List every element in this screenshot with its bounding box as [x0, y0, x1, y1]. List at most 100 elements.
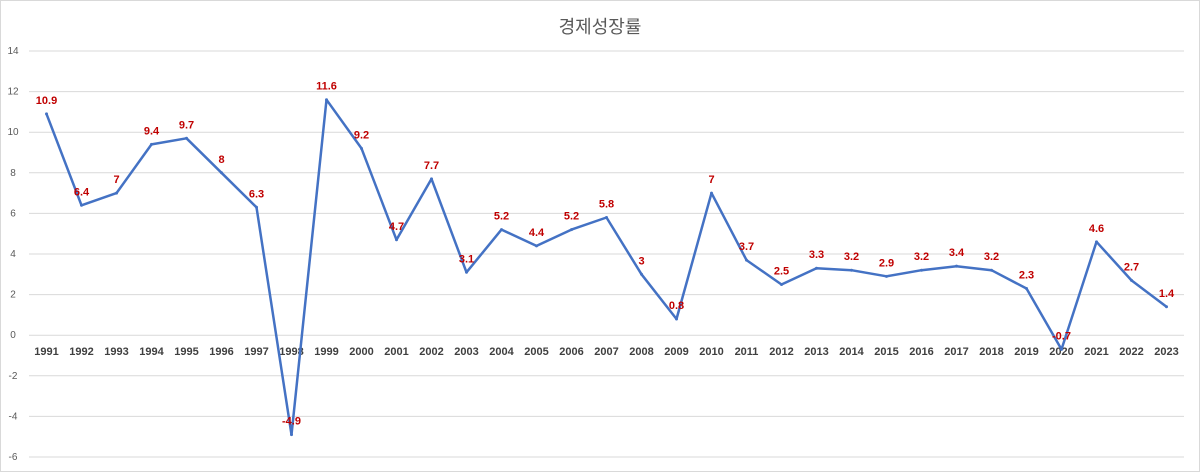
- x-tick-label: 2018: [979, 346, 1003, 358]
- data-point: [570, 228, 573, 232]
- data-label: 2.5: [774, 265, 789, 277]
- data-label: 7: [708, 174, 714, 186]
- x-tick-label: 2021: [1084, 346, 1108, 358]
- x-tick-label: 2010: [699, 346, 723, 358]
- x-tick-label: 2017: [944, 346, 968, 358]
- x-tick-label: 2012: [769, 346, 793, 358]
- data-label: 5.2: [494, 211, 509, 223]
- y-tick-label: 8: [10, 168, 16, 179]
- y-tick-label: -6: [9, 452, 18, 463]
- y-axis-ticks: -6 -4 -2 0 2 4 6 8 10 12 14: [7, 46, 19, 463]
- data-label: 3.2: [844, 251, 859, 263]
- x-tick-label: 2003: [454, 346, 478, 358]
- x-tick-label: 1997: [244, 346, 268, 358]
- x-tick-label: 1999: [314, 346, 338, 358]
- x-tick-label: 2005: [524, 346, 548, 358]
- data-point: [500, 228, 503, 232]
- data-label: 7: [113, 174, 119, 186]
- x-axis-ticks: 1991 1992 1993 1994 1995 1996 1997 1998 1999 2000…: [34, 346, 1178, 358]
- x-tick-label: 1992: [69, 346, 93, 358]
- data-label: 4.7: [389, 221, 404, 233]
- data-point: [1025, 287, 1028, 291]
- data-point: [430, 177, 433, 181]
- x-tick-label: 2001: [384, 346, 408, 358]
- data-label: 4.6: [1089, 223, 1104, 235]
- y-tick-label: -4: [9, 411, 18, 422]
- y-tick-label: 14: [7, 46, 19, 57]
- x-tick-label: 2008: [629, 346, 653, 358]
- data-label: 4.4: [529, 227, 545, 239]
- data-point: [605, 215, 608, 219]
- y-tick-label: 10: [7, 127, 19, 138]
- x-tick-label: 2020: [1049, 346, 1073, 358]
- data-point: [255, 205, 258, 209]
- data-label: 0.8: [669, 300, 684, 312]
- data-point: [1095, 240, 1098, 244]
- data-point: [395, 238, 398, 242]
- x-tick-label: 2023: [1154, 346, 1178, 358]
- x-tick-label: 2000: [349, 346, 373, 358]
- data-point: [220, 171, 223, 175]
- x-tick-label: 1994: [139, 346, 164, 358]
- data-point: [1060, 347, 1063, 351]
- y-tick-label: 2: [10, 290, 16, 301]
- data-point: [850, 268, 853, 272]
- y-tick-label: 4: [10, 249, 16, 260]
- y-tick-label: 0: [10, 330, 16, 341]
- data-point: [955, 264, 958, 268]
- data-label: 5.8: [599, 198, 614, 210]
- x-tick-label: 2009: [664, 346, 688, 358]
- data-label: 2.7: [1124, 261, 1139, 273]
- data-point: [710, 191, 713, 195]
- data-label: 3.2: [984, 251, 999, 263]
- data-point: [1165, 305, 1168, 309]
- chart-title: 경제성장률: [558, 17, 642, 38]
- data-label: 6.3: [249, 188, 264, 200]
- gridlines: [29, 50, 1184, 458]
- x-tick-label: 1998: [279, 346, 303, 358]
- data-point: [885, 274, 888, 278]
- x-tick-label: 2013: [804, 346, 828, 358]
- y-tick-label: -2: [9, 371, 18, 382]
- data-point: [780, 282, 783, 286]
- x-tick-label: 1993: [104, 346, 128, 358]
- x-tick-label: 2004: [489, 346, 514, 358]
- x-tick-label: 2022: [1119, 346, 1143, 358]
- data-point: [745, 258, 748, 262]
- y-tick-label: 6: [10, 208, 16, 219]
- data-point: [815, 266, 818, 270]
- data-label: 10.9: [36, 95, 57, 107]
- data-point: [640, 272, 643, 276]
- data-label: 3.4: [949, 247, 965, 259]
- data-label: 2.9: [879, 257, 894, 269]
- data-point: [150, 142, 153, 146]
- data-label: 2.3: [1019, 270, 1034, 282]
- data-label: -0.7: [1052, 330, 1071, 342]
- x-tick-label: 2007: [594, 346, 618, 358]
- data-label: 6.4: [74, 186, 90, 198]
- x-tick-label: 2011: [735, 346, 759, 358]
- x-tick-label: 2006: [559, 346, 583, 358]
- data-point: [185, 136, 188, 140]
- data-labels: 10.9 6.4 7 9.4 9.7 8 6.3 -4.9 11.6 9.2 4.7 7.7 3.1 5.…: [36, 81, 1175, 437]
- x-tick-label: 2014: [839, 346, 864, 358]
- data-point: [115, 191, 118, 195]
- x-tick-label: 1995: [174, 346, 198, 358]
- data-label: 3.2: [914, 251, 929, 263]
- data-label: 9.7: [179, 119, 194, 131]
- data-point: [325, 98, 328, 102]
- data-label: 8: [218, 154, 224, 166]
- data-point: [290, 433, 293, 437]
- x-tick-label: 1991: [34, 346, 58, 358]
- data-point: [360, 146, 363, 150]
- data-point: [80, 203, 83, 207]
- x-tick-label: 2019: [1014, 346, 1038, 358]
- data-point: [920, 268, 923, 272]
- data-label: 3: [638, 255, 644, 267]
- x-tick-label: 2016: [909, 346, 933, 358]
- data-label: 3.7: [739, 241, 754, 253]
- x-tick-label: 2002: [419, 346, 443, 358]
- data-label: 3.1: [459, 253, 474, 265]
